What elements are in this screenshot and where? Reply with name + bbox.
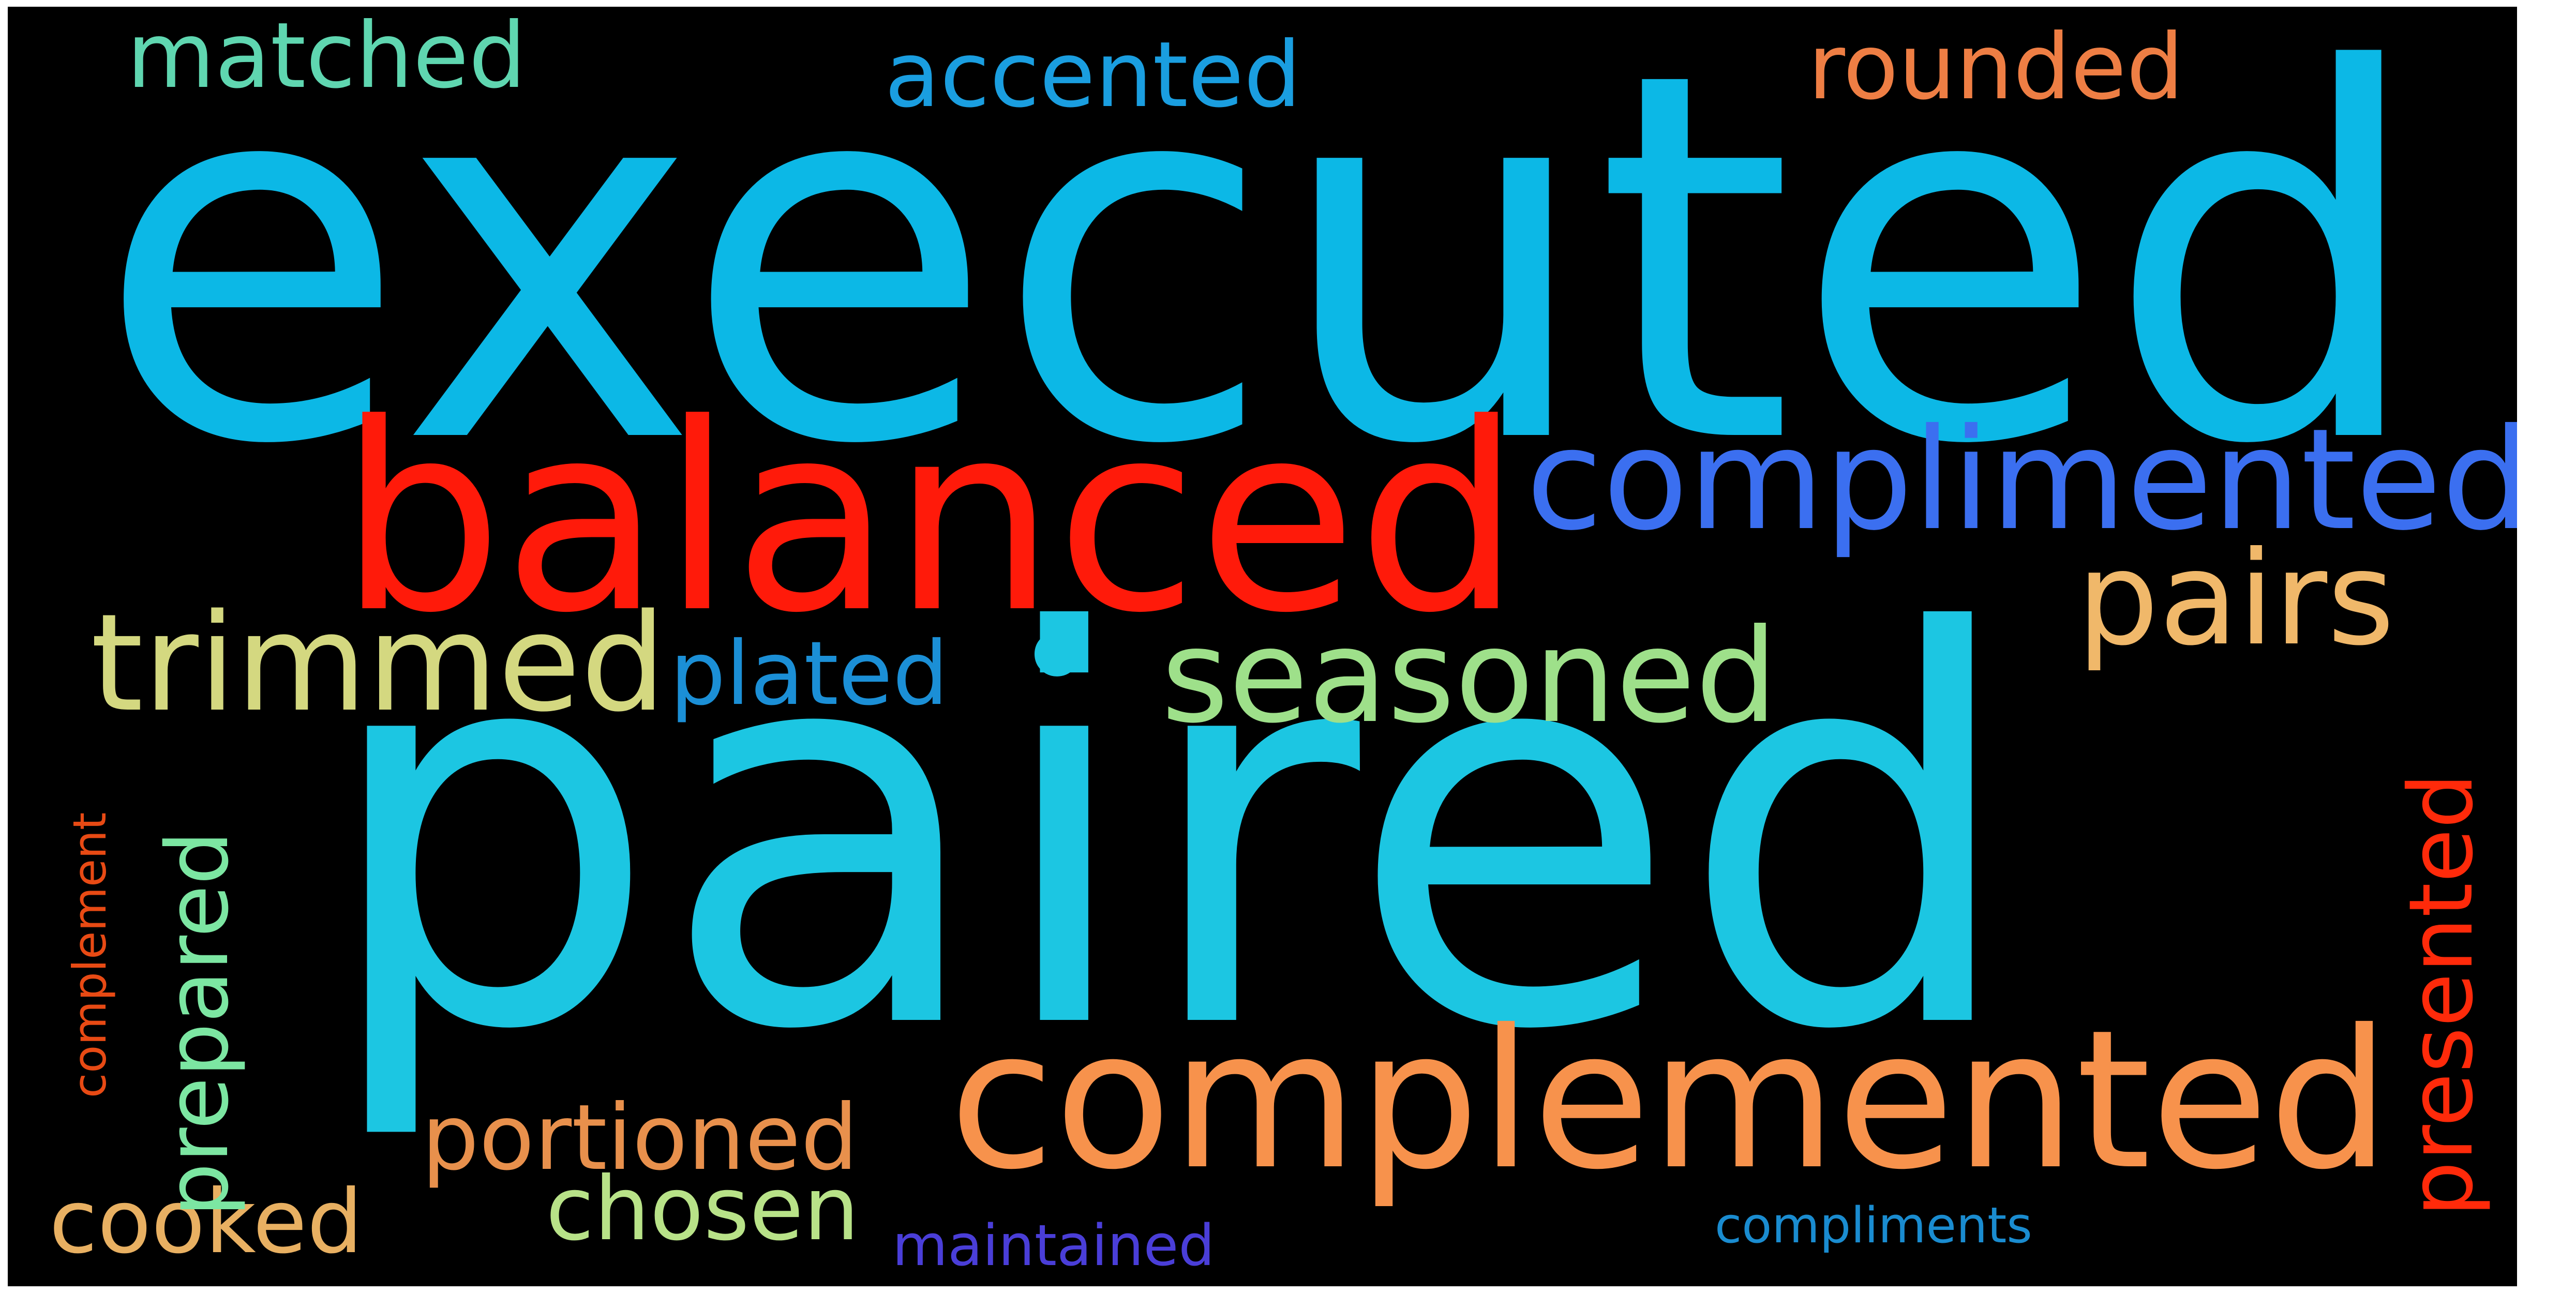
word-maintained: maintained	[892, 1212, 1215, 1279]
word-prepared: prepared	[148, 831, 247, 1217]
word-portioned: portioned	[422, 1086, 859, 1191]
word-chosen: chosen	[546, 1158, 860, 1260]
word-complement: complement	[63, 812, 116, 1098]
word-cloud: executed paired balanced complimented co…	[8, 7, 2517, 1286]
word-dot: •	[1011, 568, 1103, 748]
word-accented: accented	[885, 23, 1301, 128]
word-pairs: pairs	[2077, 523, 2395, 674]
word-paired: paired	[318, 521, 2021, 1147]
word-complemented: complemented	[949, 989, 2390, 1212]
word-plated: plated	[670, 623, 949, 725]
word-cooked: cooked	[49, 1171, 363, 1273]
word-matched: matched	[127, 7, 527, 109]
word-balanced: balanced	[339, 368, 1521, 669]
word-executed: executed	[96, 7, 2428, 555]
word-complimented: complimented	[1526, 398, 2517, 561]
word-trimmed: trimmed	[91, 585, 666, 742]
word-presented: presented	[2390, 773, 2493, 1217]
word-seasoned: seasoned	[1161, 601, 1778, 751]
word-rounded: rounded	[1808, 15, 2184, 120]
word-compliments: compliments	[1715, 1197, 2032, 1254]
